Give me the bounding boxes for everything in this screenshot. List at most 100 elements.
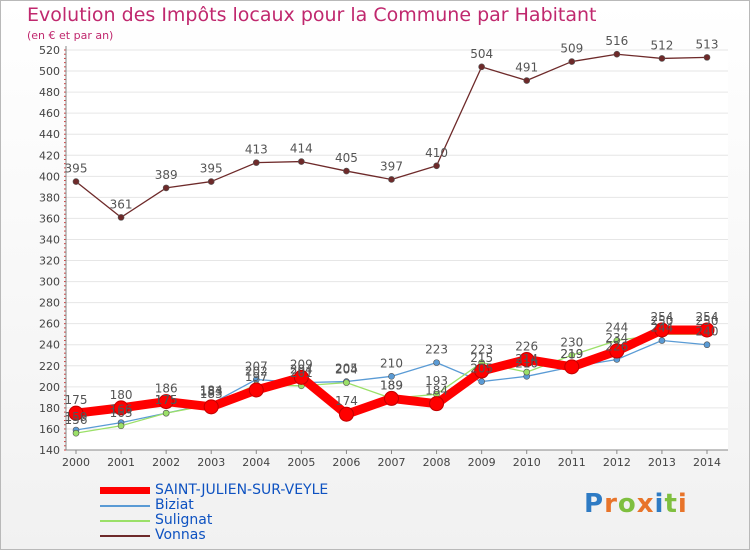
legend-label: Vonnas [155, 527, 206, 543]
data-label: 193 [425, 374, 448, 388]
legend-label: Biziat [155, 497, 194, 513]
data-label: 209 [290, 357, 313, 371]
data-label: 166 [110, 403, 133, 417]
data-point [703, 54, 711, 61]
data-label: 219 [560, 347, 583, 361]
x-tick-label: 2010 [513, 456, 541, 469]
logo-letter: i [677, 489, 688, 519]
data-label: 254 [696, 310, 719, 324]
data-label: 210 [515, 356, 538, 370]
data-label: 389 [155, 168, 178, 182]
legend-swatch [100, 505, 150, 507]
data-point [68, 405, 84, 421]
data-point [343, 379, 350, 386]
data-point [568, 58, 576, 65]
data-label: 159 [65, 410, 88, 424]
x-tick-label: 2013 [648, 456, 676, 469]
data-label: 254 [650, 310, 673, 324]
data-label: 205 [335, 362, 358, 376]
data-label: 223 [425, 343, 448, 357]
chart-subtitle: (en € et par an) [27, 29, 114, 42]
y-tick-label: 160 [39, 423, 60, 436]
data-point [72, 178, 80, 185]
logo-letter: r [604, 489, 618, 519]
data-point [298, 158, 305, 165]
data-label: 174 [335, 394, 358, 408]
data-label: 204 [335, 363, 358, 377]
x-tick-label: 2009 [468, 456, 496, 469]
data-label: 189 [380, 378, 403, 392]
y-tick-label: 380 [39, 191, 60, 204]
data-point [568, 351, 576, 359]
data-label: 413 [245, 143, 268, 157]
data-label: 189 [380, 378, 403, 392]
data-point [699, 322, 715, 338]
y-tick-label: 400 [39, 170, 60, 183]
data-point [252, 159, 260, 166]
y-tick-label: 220 [39, 360, 60, 373]
x-tick-label: 2007 [378, 456, 406, 469]
x-tick-label: 2011 [558, 456, 586, 469]
legend-label: Sulignat [155, 512, 213, 528]
data-point [338, 406, 354, 422]
legend-item-biziat: Biziat [100, 497, 400, 513]
data-label: 234 [605, 331, 628, 345]
y-tick-label: 500 [39, 65, 60, 78]
data-label: 215 [470, 351, 493, 365]
data-point [523, 368, 531, 376]
data-label: 491 [515, 61, 538, 75]
legend-item-vonnas: Vonnas [100, 527, 400, 543]
y-tick-label: 520 [39, 44, 60, 57]
data-label: 250 [650, 314, 673, 328]
data-point [162, 409, 170, 417]
x-tick-label: 2005 [287, 456, 315, 469]
data-label: 240 [696, 325, 719, 339]
data-point [248, 382, 264, 398]
data-point [388, 373, 395, 380]
data-label: 207 [245, 359, 268, 373]
data-point [158, 394, 174, 410]
data-label: 201 [290, 366, 313, 380]
logo-letter: P [584, 489, 605, 519]
y-tick-label: 360 [39, 212, 60, 225]
data-point [613, 337, 621, 344]
data-label: 183 [200, 387, 223, 401]
data-point [703, 341, 711, 349]
y-tick-label: 420 [39, 149, 60, 162]
data-point [162, 184, 170, 192]
y-tick-label: 340 [39, 233, 60, 246]
y-tick-label: 440 [39, 128, 60, 141]
x-tick-label: 2004 [242, 456, 270, 469]
data-point [478, 378, 485, 385]
proxiti-logo: Proxiti [584, 489, 688, 519]
legend-swatch [100, 535, 150, 537]
data-label: 395 [65, 162, 88, 176]
chart-title: Evolution des Impôts locaux pour la Comm… [27, 4, 597, 26]
data-label: 205 [470, 362, 493, 376]
data-label: 504 [470, 47, 493, 61]
data-point [654, 322, 670, 338]
logo-letter: o [617, 489, 637, 519]
y-tick-label: 180 [39, 402, 60, 415]
data-point [564, 359, 580, 375]
data-label: 223 [470, 343, 493, 357]
data-point [384, 390, 399, 406]
data-label: 204 [290, 363, 313, 377]
y-tick-label: 480 [39, 86, 60, 99]
data-point [658, 337, 666, 344]
data-point [474, 363, 490, 379]
x-tick-label: 2014 [693, 456, 721, 469]
data-point [609, 343, 625, 359]
legend-swatch [100, 487, 150, 494]
data-point [433, 359, 440, 366]
data-label: 214 [515, 352, 538, 366]
data-point [519, 351, 535, 367]
data-label: 395 [200, 162, 223, 176]
data-label: 226 [515, 339, 538, 353]
logo-letter: t [664, 489, 678, 519]
data-point [117, 422, 125, 430]
data-label: 156 [65, 413, 88, 427]
plot-area [66, 50, 728, 450]
data-label: 405 [335, 151, 358, 165]
data-label: 361 [110, 197, 133, 211]
